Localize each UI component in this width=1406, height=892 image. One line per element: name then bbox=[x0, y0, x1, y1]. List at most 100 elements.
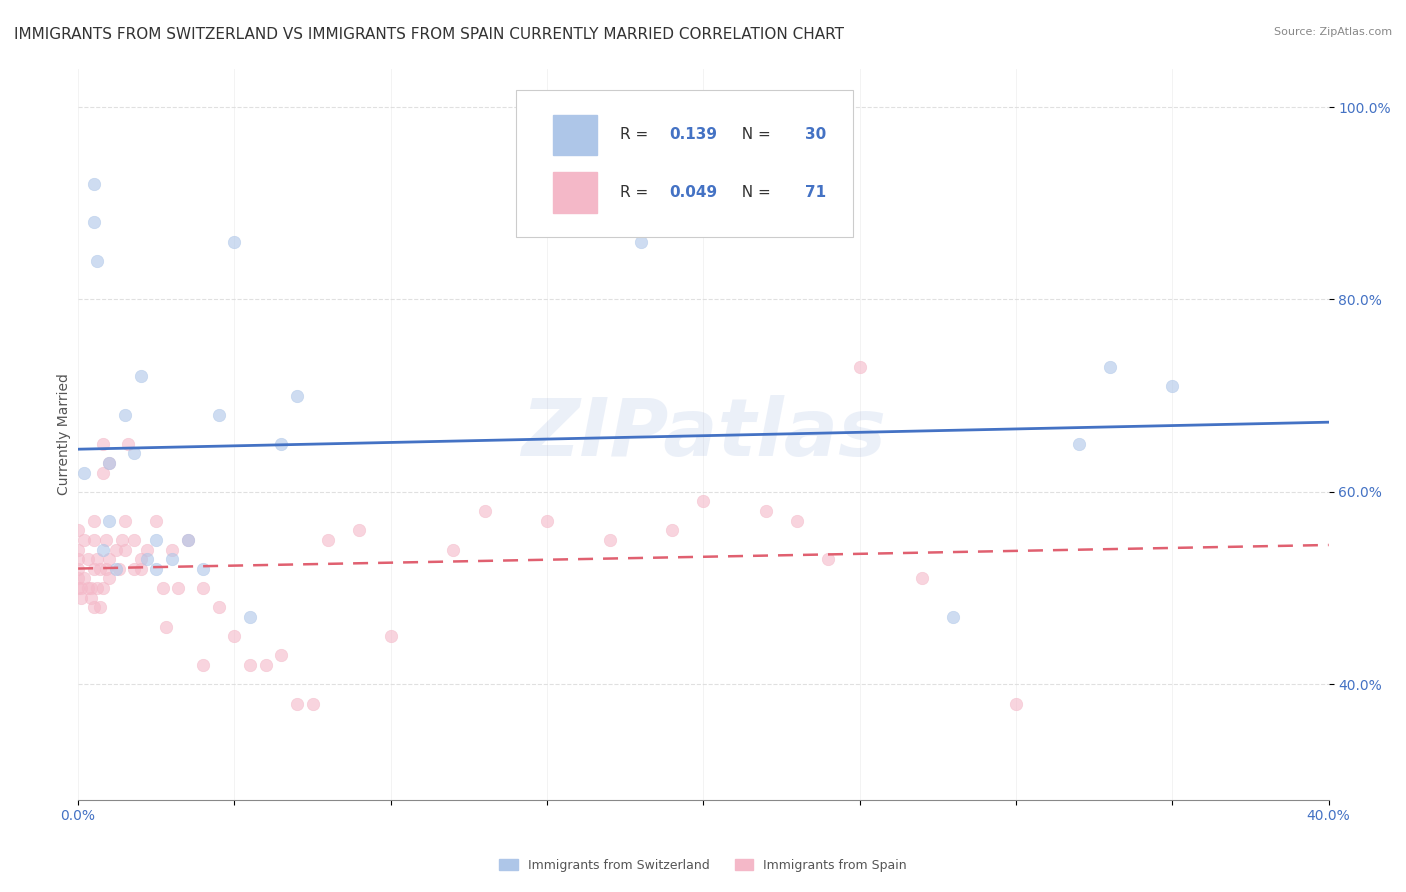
Text: R =: R = bbox=[620, 185, 652, 200]
Text: Source: ZipAtlas.com: Source: ZipAtlas.com bbox=[1274, 27, 1392, 37]
Point bbox=[474, 504, 496, 518]
Point bbox=[67, 552, 90, 566]
Point bbox=[117, 436, 139, 450]
Point bbox=[301, 697, 323, 711]
Point bbox=[1067, 436, 1090, 450]
Point bbox=[848, 359, 870, 374]
Point bbox=[79, 581, 101, 595]
Point bbox=[1161, 379, 1184, 393]
Text: R =: R = bbox=[620, 128, 652, 142]
Point bbox=[96, 533, 118, 547]
Point bbox=[83, 514, 105, 528]
Point bbox=[129, 369, 152, 384]
Point bbox=[129, 562, 152, 576]
Point bbox=[145, 562, 167, 576]
Point bbox=[73, 572, 96, 586]
FancyBboxPatch shape bbox=[554, 114, 598, 154]
Point bbox=[89, 600, 111, 615]
Point bbox=[193, 581, 215, 595]
Point bbox=[208, 600, 231, 615]
Point bbox=[285, 697, 308, 711]
Point bbox=[254, 658, 277, 673]
Point bbox=[152, 581, 174, 595]
Point bbox=[942, 610, 965, 624]
Text: 71: 71 bbox=[804, 185, 825, 200]
Point bbox=[239, 658, 262, 673]
Point bbox=[83, 533, 105, 547]
Point bbox=[692, 494, 714, 508]
Point bbox=[239, 610, 262, 624]
Point bbox=[91, 581, 114, 595]
Point bbox=[67, 572, 90, 586]
Point bbox=[124, 533, 146, 547]
Point bbox=[661, 524, 683, 538]
Point bbox=[67, 542, 90, 557]
Point bbox=[817, 552, 839, 566]
Text: N =: N = bbox=[733, 185, 776, 200]
Point bbox=[536, 514, 558, 528]
Text: 0.139: 0.139 bbox=[669, 128, 717, 142]
Point bbox=[129, 552, 152, 566]
Point bbox=[208, 408, 231, 422]
Legend: Immigrants from Switzerland, Immigrants from Spain: Immigrants from Switzerland, Immigrants … bbox=[494, 854, 912, 877]
Point bbox=[76, 552, 98, 566]
Point bbox=[155, 619, 177, 633]
Point bbox=[70, 591, 93, 605]
Point bbox=[91, 436, 114, 450]
Point bbox=[91, 466, 114, 480]
Point bbox=[911, 572, 934, 586]
Point bbox=[98, 456, 121, 470]
Point bbox=[67, 524, 90, 538]
Point bbox=[98, 552, 121, 566]
Text: 0.049: 0.049 bbox=[669, 185, 717, 200]
Point bbox=[285, 389, 308, 403]
Point bbox=[270, 436, 292, 450]
Point bbox=[96, 562, 118, 576]
Point bbox=[124, 562, 146, 576]
Point bbox=[70, 581, 93, 595]
Point bbox=[114, 514, 136, 528]
Point bbox=[145, 533, 167, 547]
Point bbox=[91, 542, 114, 557]
Point bbox=[224, 235, 246, 249]
Point bbox=[135, 552, 157, 566]
Point bbox=[599, 533, 621, 547]
Point bbox=[135, 542, 157, 557]
Point bbox=[107, 562, 129, 576]
Y-axis label: Currently Married: Currently Married bbox=[58, 373, 72, 495]
Point bbox=[145, 514, 167, 528]
Point bbox=[270, 648, 292, 663]
Point bbox=[79, 591, 101, 605]
Point bbox=[114, 542, 136, 557]
Point bbox=[73, 466, 96, 480]
Point bbox=[114, 408, 136, 422]
Point bbox=[86, 581, 108, 595]
Point bbox=[160, 552, 183, 566]
Point bbox=[630, 235, 652, 249]
Point bbox=[83, 600, 105, 615]
Point bbox=[98, 514, 121, 528]
Point bbox=[86, 552, 108, 566]
Point bbox=[167, 581, 190, 595]
Point bbox=[124, 446, 146, 460]
Point bbox=[83, 215, 105, 229]
Point bbox=[176, 533, 198, 547]
Point bbox=[76, 581, 98, 595]
Point bbox=[1098, 359, 1121, 374]
Point bbox=[104, 542, 127, 557]
Point bbox=[89, 562, 111, 576]
Point bbox=[67, 581, 90, 595]
Point bbox=[441, 542, 464, 557]
FancyBboxPatch shape bbox=[554, 172, 598, 212]
Point bbox=[1005, 697, 1028, 711]
Point bbox=[86, 254, 108, 268]
Point bbox=[160, 542, 183, 557]
Point bbox=[111, 533, 134, 547]
Point bbox=[193, 562, 215, 576]
Point bbox=[67, 562, 90, 576]
Point bbox=[73, 533, 96, 547]
Point bbox=[786, 514, 808, 528]
Point bbox=[83, 562, 105, 576]
Point bbox=[98, 572, 121, 586]
Point bbox=[104, 562, 127, 576]
